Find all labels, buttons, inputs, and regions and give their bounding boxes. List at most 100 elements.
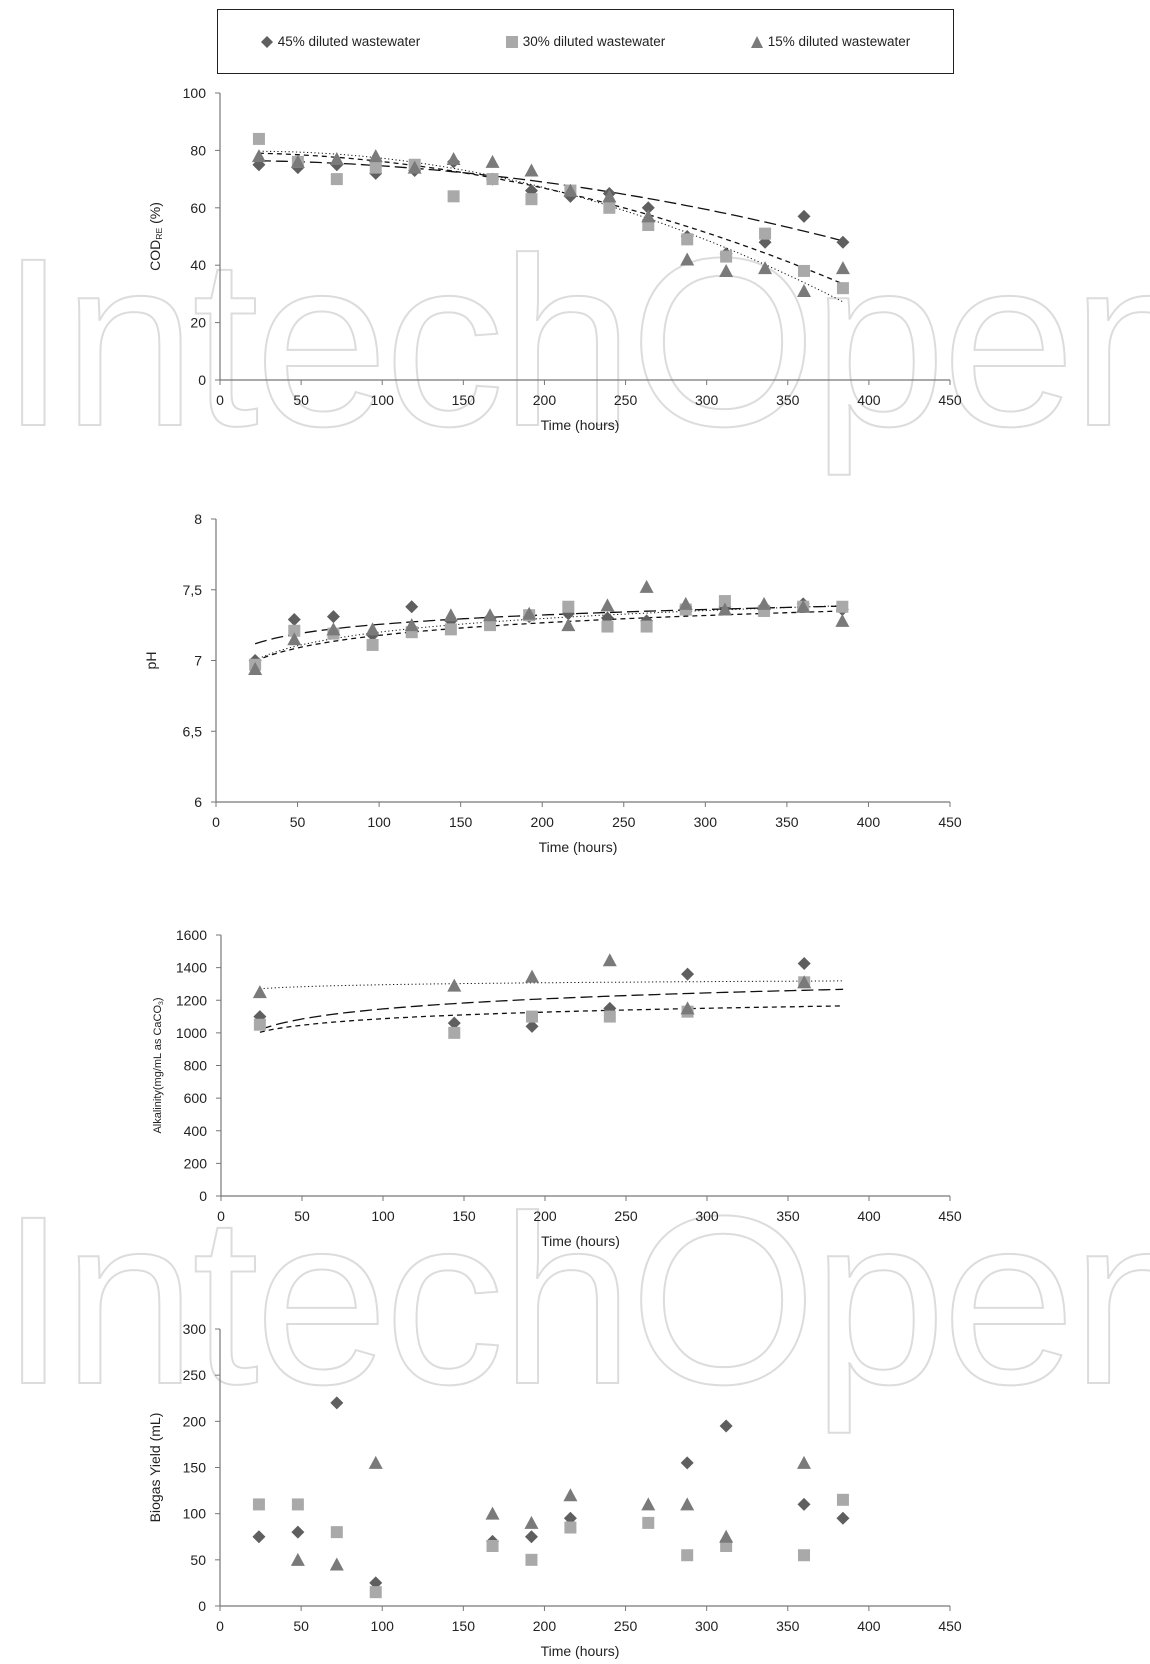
- x-tick-label: 200: [531, 814, 555, 830]
- x-tick-label: 0: [217, 1208, 225, 1224]
- y-axis-label-sub: RE: [154, 228, 164, 240]
- x-tick-label: 400: [857, 1208, 881, 1224]
- x-tick-label: 350: [776, 392, 800, 408]
- data-point-square: [681, 1549, 694, 1562]
- data-point-square: [525, 1553, 538, 1566]
- y-tick-label: 200: [183, 1413, 207, 1429]
- y-tick-label: 0: [198, 1598, 206, 1614]
- data-point-triangle: [797, 284, 811, 298]
- y-tick-label: 300: [183, 1321, 207, 1337]
- x-axis-label: Time (hours): [541, 1233, 620, 1249]
- trendline-long-dash: [254, 605, 843, 645]
- data-point-triangle: [563, 183, 578, 197]
- x-tick-label: 0: [216, 392, 224, 408]
- watermark-top: IntechOpen: [0, 208, 1150, 476]
- x-tick-label: 50: [293, 1618, 309, 1634]
- data-point-triangle: [251, 149, 266, 163]
- x-tick-label: 200: [533, 1618, 557, 1634]
- x-tick-label: 50: [290, 814, 306, 830]
- data-point-square: [798, 264, 810, 277]
- data-point-diamond: [252, 1530, 266, 1544]
- square-marker-icon: [505, 35, 518, 48]
- x-tick-label: 300: [694, 814, 718, 830]
- data-point-square: [603, 1010, 616, 1023]
- x-tick-label: 150: [452, 1618, 476, 1634]
- x-tick-label: 300: [695, 1618, 719, 1634]
- data-point-diamond: [525, 1019, 539, 1033]
- x-tick-label: 250: [612, 814, 636, 830]
- x-tick-label: 400: [857, 814, 881, 830]
- data-point-triangle: [485, 154, 500, 168]
- x-tick-label: 350: [776, 1618, 800, 1634]
- y-tick-label: 80: [190, 142, 206, 158]
- data-point-diamond: [447, 1016, 461, 1030]
- data-point-triangle: [602, 953, 617, 967]
- chart-4: 0 50 100 150 200 250 300 0 50 100 150 200 250 300 350 4…: [147, 1321, 962, 1659]
- data-point-triangle: [365, 622, 380, 636]
- data-point-square: [252, 1498, 265, 1511]
- x-tick-label: 450: [938, 814, 962, 830]
- y-axis-label-main: pH: [143, 652, 159, 670]
- x-tick-label: 200: [533, 1208, 557, 1224]
- data-point-square: [330, 173, 343, 186]
- x-tick-label: 300: [695, 392, 719, 408]
- x-tick-label: 200: [533, 392, 557, 408]
- data-point-triangle: [443, 608, 458, 622]
- data-point-triangle: [835, 613, 850, 627]
- y-tick-label: 100: [183, 1506, 207, 1522]
- data-point-triangle: [600, 598, 615, 612]
- chart-1: 0 20 40 60 80 100 0 50 100 150 200 250 300 350 400 450 T…: [147, 85, 962, 433]
- data-point-triangle: [290, 1552, 305, 1566]
- data-point-triangle: [641, 209, 656, 223]
- y-tick-label: 1400: [176, 960, 207, 976]
- y-tick-label: 100: [183, 85, 207, 101]
- data-point-square: [798, 1549, 810, 1562]
- data-point-triangle: [602, 189, 617, 203]
- y-tick-label: 8: [194, 511, 202, 527]
- data-point-triangle: [796, 599, 811, 613]
- data-point-triangle: [483, 608, 498, 622]
- trendline-dotted: [258, 150, 844, 303]
- y-tick-label: 250: [183, 1367, 207, 1383]
- data-point-diamond: [291, 1525, 305, 1539]
- x-tick-label: 50: [294, 1208, 310, 1224]
- data-point-square: [486, 173, 499, 186]
- trendline-long-dash: [259, 988, 844, 1031]
- legend-item-15: 15% diluted wastewater: [750, 34, 910, 49]
- data-point-triangle: [717, 602, 732, 616]
- data-point-square: [642, 1516, 655, 1529]
- data-point-triangle: [447, 978, 462, 992]
- y-tick-label: 200: [184, 1155, 208, 1171]
- trendline-short-dash: [259, 1005, 844, 1033]
- x-tick-label: 250: [614, 1208, 638, 1224]
- y-tick-label: 600: [184, 1090, 208, 1106]
- data-point-square: [447, 190, 460, 203]
- data-point-triangle: [757, 596, 772, 610]
- data-point-triangle: [446, 152, 461, 166]
- data-point-triangle: [407, 160, 422, 174]
- data-point-triangle: [719, 263, 734, 277]
- y-axis-label: Alkalinity(mg/mL as CaCO3): [152, 997, 165, 1133]
- x-tick-label: 350: [775, 814, 799, 830]
- y-axis-label: pH: [143, 652, 159, 670]
- data-point-square: [484, 619, 497, 632]
- data-point-triangle: [561, 618, 576, 632]
- data-point-square: [720, 1539, 733, 1552]
- legend: 45% diluted wastewater 30% diluted waste…: [217, 9, 954, 74]
- data-point-square: [525, 193, 538, 206]
- trendline-dotted: [259, 980, 844, 990]
- trendline-short-dash: [254, 610, 843, 662]
- data-point-square: [562, 600, 575, 613]
- data-point-triangle: [485, 1506, 500, 1520]
- y-axis-label-suffix: (%): [147, 202, 163, 228]
- data-point-triangle: [329, 152, 344, 166]
- y-tick-label: 6: [194, 794, 202, 810]
- data-point-square: [486, 1539, 499, 1552]
- y-tick-label: 60: [190, 200, 206, 216]
- data-point-triangle: [797, 1455, 811, 1469]
- data-point-triangle: [680, 252, 695, 266]
- legend-item-45: 45% diluted wastewater: [260, 34, 420, 49]
- data-point-square: [718, 595, 731, 608]
- y-tick-label: 0: [199, 1188, 207, 1204]
